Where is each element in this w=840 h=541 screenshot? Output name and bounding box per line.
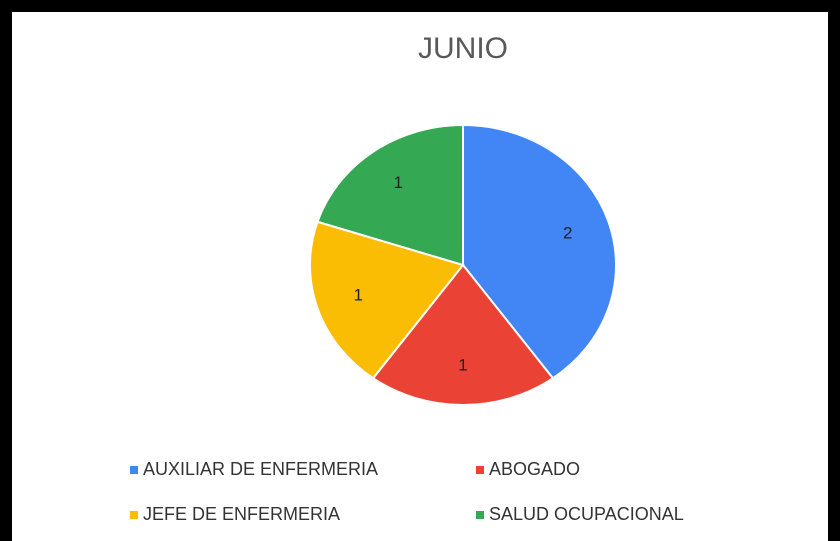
pie-slice xyxy=(371,263,555,406)
data-label: 1 xyxy=(394,173,403,192)
legend-label: AUXILIAR DE ENFERMERIA xyxy=(143,459,378,479)
legend-label: JEFE DE ENFERMERIA xyxy=(143,504,340,524)
legend-label: ABOGADO xyxy=(489,459,580,479)
legend-swatch xyxy=(130,466,138,474)
legend-swatch xyxy=(476,466,484,474)
pie-slice xyxy=(316,123,464,267)
data-label: 1 xyxy=(458,355,467,374)
legend-swatch xyxy=(130,511,138,519)
data-label: 2 xyxy=(563,223,572,242)
legend-swatch xyxy=(476,511,484,519)
pie-slice xyxy=(462,123,617,380)
chart-title: JUNIO xyxy=(418,32,508,65)
data-label: 1 xyxy=(353,286,362,305)
legend-label: SALUD OCUPACIONAL xyxy=(489,504,684,524)
pie-slice xyxy=(309,220,465,380)
